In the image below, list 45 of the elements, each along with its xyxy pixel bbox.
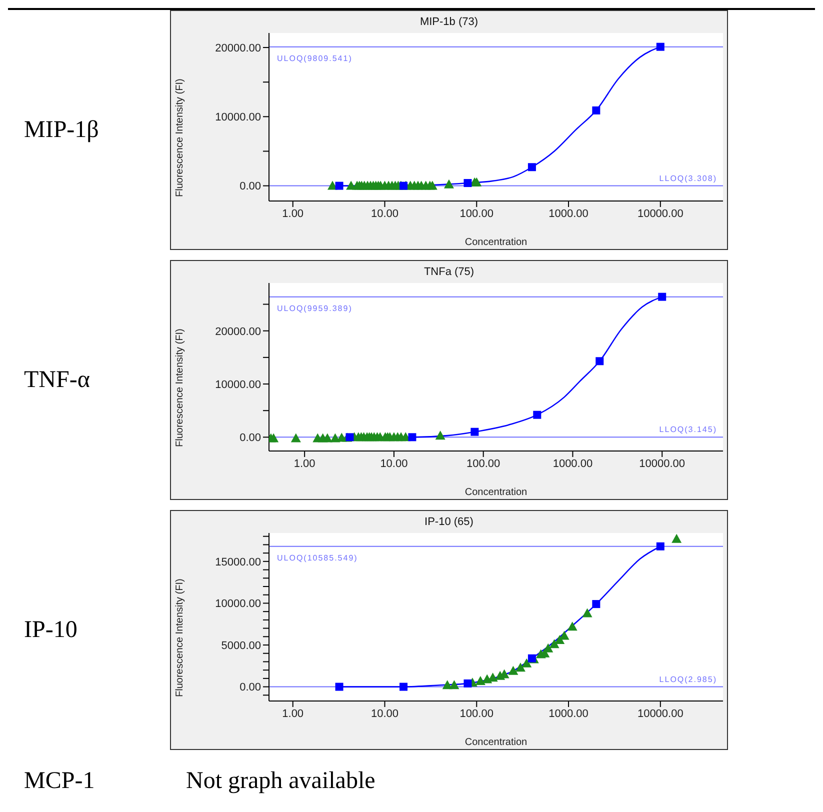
x-tick-label: 1000.00 <box>552 458 593 470</box>
y-tick-label: 0.00 <box>240 682 261 694</box>
x-tick-label: 10.00 <box>380 458 408 470</box>
text: MCP-1 <box>23 768 96 794</box>
y-tick-label: 0.00 <box>240 432 261 444</box>
ref-line-label: LLOQ(2.985) <box>659 674 717 684</box>
text: Not graph available <box>186 768 376 794</box>
ref-line-label: ULOQ(10585.549) <box>277 553 358 562</box>
x-tick-label: 1000.00 <box>548 708 588 720</box>
ref-line-label: LLOQ(3.145) <box>659 425 717 434</box>
ref-line-label: ULOQ(9809.541) <box>277 54 352 63</box>
y-tick-label: 20000.00 <box>215 326 261 338</box>
y-tick-label: 10000.00 <box>215 112 261 124</box>
y-tick-label: 15000.00 <box>215 556 261 568</box>
y-tick-label: 5000.00 <box>221 640 261 652</box>
y-tick-label: 0.00 <box>240 180 261 193</box>
x-tick-label: 1.00 <box>282 208 304 220</box>
x-tick-label: 10.00 <box>370 208 399 220</box>
ref-line-label: LLOQ(3.308) <box>659 174 717 183</box>
x-tick-label: 1.00 <box>294 458 316 470</box>
y-tick-label: 10000.00 <box>215 598 261 610</box>
x-tick-label: 10000.00 <box>639 458 686 470</box>
y-tick-label: 10000.00 <box>215 378 261 391</box>
x-tick-label: 1000.00 <box>548 208 588 220</box>
x-axis-title: Concentration <box>464 237 528 248</box>
x-tick-label: 100.00 <box>460 208 494 220</box>
x-tick-label: 1.00 <box>282 708 304 720</box>
chart-title: IP-10 (65) <box>424 515 474 530</box>
y-axis-title: Fluorescence Intensity (FI) <box>174 78 186 197</box>
y-axis-title: Fluorescence Intensity (FI) <box>174 328 186 447</box>
ref-line-label: ULOQ(9959.389) <box>277 304 352 313</box>
x-tick-label: 100.00 <box>460 708 494 720</box>
chart-title: TNFa (75) <box>422 265 476 280</box>
x-axis-title: Concentration <box>464 737 528 748</box>
x-tick-label: 100.00 <box>466 458 500 470</box>
y-tick-label: 20000.00 <box>215 42 261 54</box>
text: TNF-α <box>23 366 91 394</box>
text: MIP-1β <box>23 116 100 144</box>
x-tick-label: 10.00 <box>370 708 399 720</box>
text: IP-10 <box>23 616 78 644</box>
y-axis-title: Fluorescence Intensity (FI) <box>174 578 186 697</box>
chart-title: MIP-1b (73) <box>418 15 480 30</box>
x-tick-label: 10000.00 <box>637 208 684 220</box>
x-tick-label: 10000.00 <box>637 708 684 720</box>
x-axis-title: Concentration <box>464 487 528 498</box>
